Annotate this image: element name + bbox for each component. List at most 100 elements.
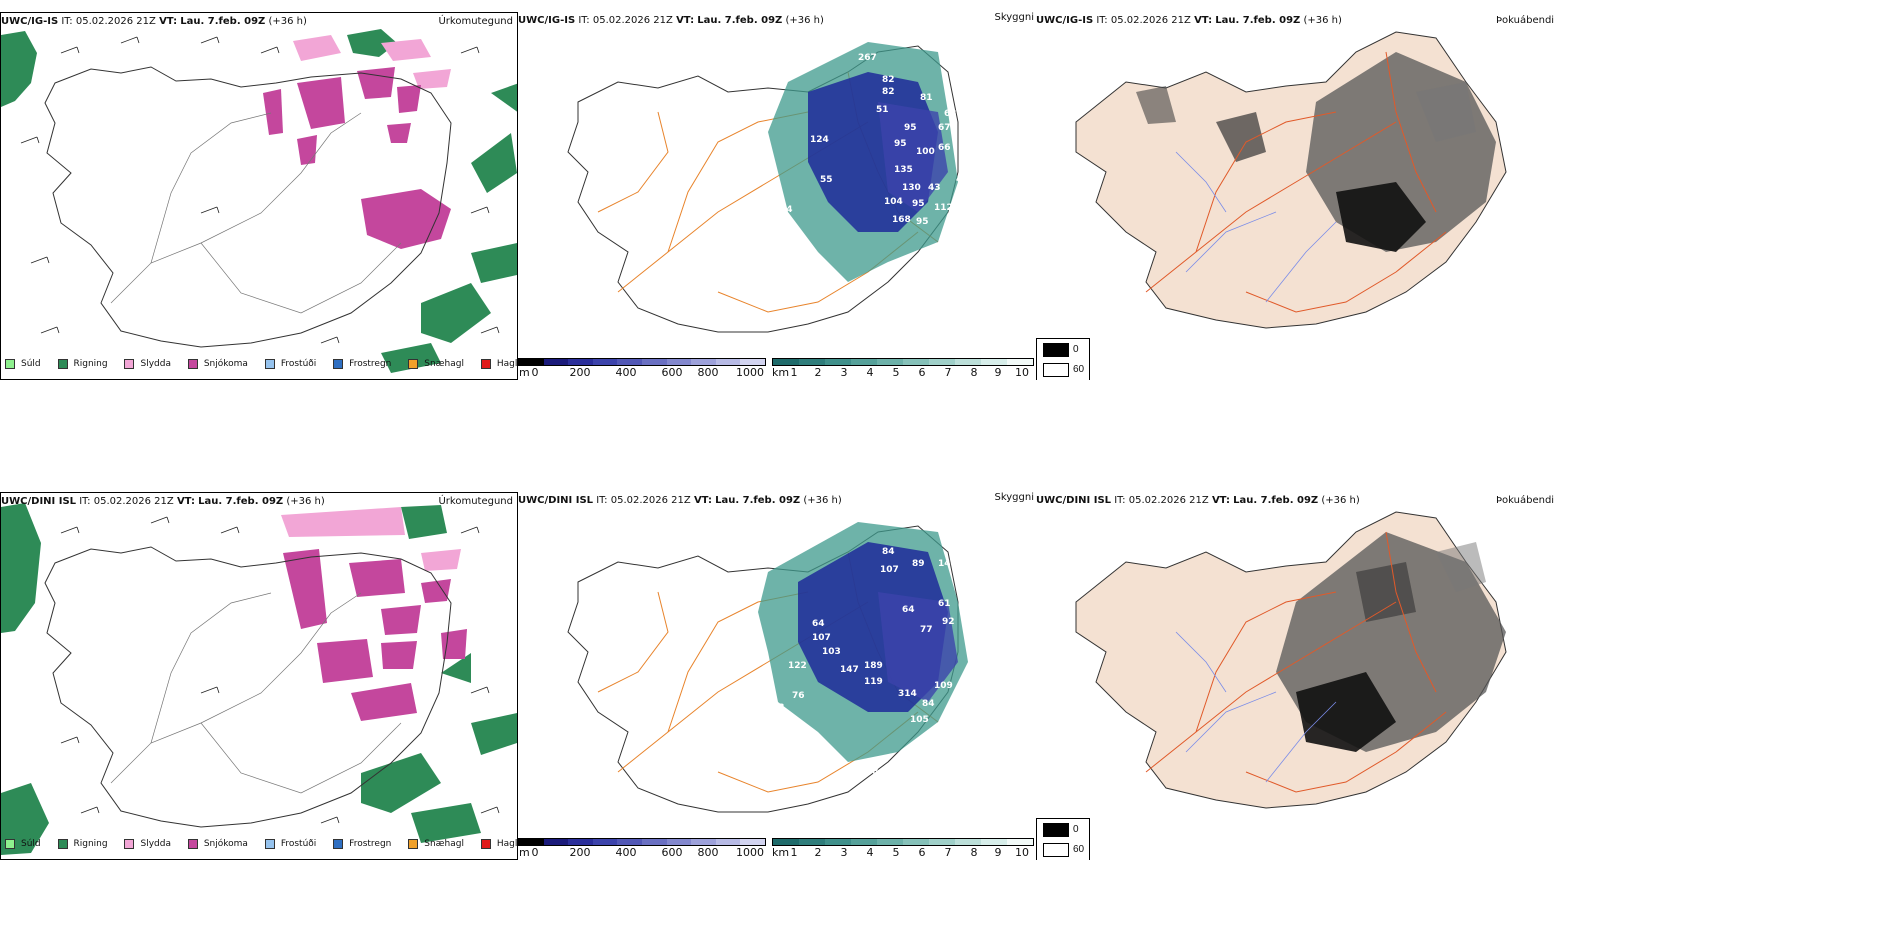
ceiling-tick: 400 <box>615 846 637 859</box>
it-label: IT: <box>61 16 73 27</box>
header-row2-precip: UWC/DINI ISL IT: 05.02.2026 21Z VT: Lau.… <box>1 496 325 507</box>
lead-time: (+36 h) <box>268 16 307 27</box>
vt-value: Lau. 7.feb. 09Z <box>180 16 266 27</box>
vis-label: 68 <box>966 123 979 133</box>
rain-areas <box>1 29 517 373</box>
vis-label: 66 <box>938 143 951 153</box>
legend-item-rigning: Rigning <box>57 839 108 849</box>
vis-label: 14 <box>938 559 951 569</box>
snow-areas <box>283 549 467 721</box>
vt-label: VT: <box>676 15 695 26</box>
vt-label: VT: <box>176 496 195 507</box>
fog-map-row2 <box>1075 511 1507 809</box>
vis-label: 112 <box>934 203 953 213</box>
it-label: IT: <box>578 15 590 26</box>
vis-label: 92 <box>942 617 955 627</box>
vis-label: 147 <box>840 665 859 675</box>
visibility-colorbar: km 1 2 3 4 5 6 7 8 9 10 <box>772 838 1034 859</box>
ceiling-tick: 1000 <box>736 366 764 379</box>
vis-tick: 8 <box>970 366 978 379</box>
vis-tick: 5 <box>892 846 900 859</box>
ceiling-colorbar: m 0 200 400 600 800 1000 <box>518 358 766 379</box>
model-name: UWC/DINI ISL <box>1 496 77 507</box>
vis-label: 43 <box>928 183 941 193</box>
fog-key-white <box>1043 363 1069 377</box>
vis-map-row2: 106 84 107 89 14 61 56 64 92 77 64 107 1… <box>567 519 977 813</box>
sleet-areas <box>293 35 451 89</box>
ceiling-unit: m <box>519 846 530 859</box>
vis-tick: 7 <box>944 366 952 379</box>
vis-label: 93 <box>772 703 785 713</box>
vis-label: 82 <box>882 87 895 97</box>
vis-label: 51 <box>876 105 889 115</box>
vis-tick: 4 <box>866 366 874 379</box>
vis-bar-swatches <box>772 358 1034 366</box>
it-label: IT: <box>1096 15 1108 26</box>
vis-tick: 2 <box>814 366 822 379</box>
vis-panel-row2: 106 84 107 89 14 61 56 64 92 77 64 107 1… <box>518 492 1036 860</box>
vis-bar-swatches <box>772 838 1034 846</box>
fog-key: 0 60 <box>1036 338 1090 380</box>
header-row2-vis: UWC/DINI ISL IT: 05.02.2026 21Z VT: Lau.… <box>518 495 842 506</box>
legend-item-snjokoma: Snjókoma <box>187 839 248 849</box>
model-name: UWC/DINI ISL <box>1036 495 1112 506</box>
ceiling-tick: 600 <box>661 366 683 379</box>
vis-label: 103 <box>822 647 841 657</box>
rivers <box>1175 631 1337 783</box>
vis-label: 314 <box>898 689 917 699</box>
vis-label: 84 <box>922 699 935 709</box>
vis-label: 189 <box>864 661 883 671</box>
vis-tick: 6 <box>918 846 926 859</box>
vis-label: 95 <box>894 139 907 149</box>
vis-tick: 6 <box>918 366 926 379</box>
it-label: IT: <box>596 495 608 506</box>
legend-item-rigning: Rigning <box>57 359 108 369</box>
fog-shading <box>1276 532 1506 752</box>
vis-label: 84 <box>882 547 895 557</box>
vis-label: 89 <box>912 559 925 569</box>
vis-tick: 9 <box>994 366 1002 379</box>
legend-item-frostudi: Frostúði <box>264 839 316 849</box>
vis-map-row1: 267 82 82 51 81 63 67 68 124 95 95 66 10… <box>567 42 979 333</box>
it-label: IT: <box>1114 495 1126 506</box>
vis-panel-row1: 267 82 82 51 81 63 67 68 124 95 95 66 10… <box>518 12 1036 380</box>
sleet-areas <box>281 507 461 571</box>
vt-value: Lau. 7.feb. 09Z <box>697 15 783 26</box>
visibility-colorbar: km 1 2 3 4 5 6 7 8 9 10 <box>772 358 1034 379</box>
header-row1-vis: UWC/IG-IS IT: 05.02.2026 21Z VT: Lau. 7.… <box>518 15 824 26</box>
ceiling-tick: 600 <box>661 846 683 859</box>
lead-time: (+36 h) <box>1303 15 1342 26</box>
vis-tick: 3 <box>840 366 848 379</box>
vis-fields <box>768 42 958 282</box>
coastline <box>567 45 959 333</box>
vis-tick: 10 <box>1015 366 1029 379</box>
precip-map-row1 <box>1 29 517 373</box>
vis-label: 135 <box>894 165 913 175</box>
model-name: UWC/IG-IS <box>1 16 59 27</box>
ceiling-tick: 1000 <box>736 846 764 859</box>
vis-label: 68 <box>866 767 879 777</box>
fog-key-black <box>1043 823 1069 837</box>
vis-label: 109 <box>934 681 953 691</box>
vt-label: VT: <box>693 495 712 506</box>
panel-title-vis: Skyggni <box>994 492 1034 503</box>
vis-label: 130 <box>902 183 921 193</box>
vis-labels-row1: 267 82 82 51 81 63 67 68 124 95 95 66 10… <box>780 53 979 227</box>
fog-key: 0 60 <box>1036 818 1090 860</box>
vis-tick: 9 <box>994 846 1002 859</box>
vis-tick: 2 <box>814 846 822 859</box>
vis-label: 64 <box>812 619 825 629</box>
coastline <box>44 546 452 828</box>
legend-item-haglel: Haglél <box>480 359 517 369</box>
it-value: 05.02.2026 21Z <box>1128 495 1209 506</box>
vis-label: 124 <box>810 135 829 145</box>
vis-label: 61 <box>938 599 951 609</box>
vis-label: 106 <box>918 519 937 529</box>
panel-title-fog: Þokuábendi <box>1496 15 1555 26</box>
vis-label: 77 <box>920 625 933 635</box>
ceiling-bar-swatches <box>518 358 766 366</box>
vis-label: 267 <box>858 53 877 63</box>
it-value: 05.02.2026 21Z <box>1110 15 1191 26</box>
legend-item-slydda: Slydda <box>124 839 171 849</box>
vis-label: 95 <box>916 217 929 227</box>
